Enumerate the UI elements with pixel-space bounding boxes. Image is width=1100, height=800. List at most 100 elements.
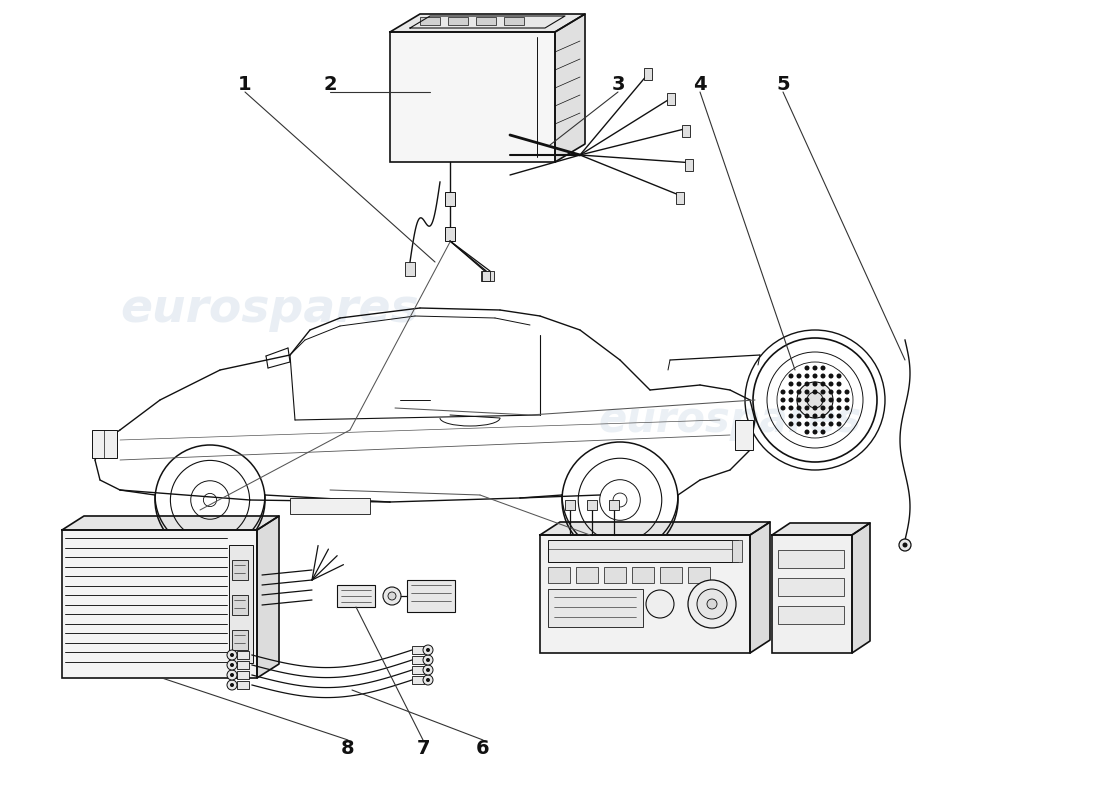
Bar [576, 567, 598, 583]
Circle shape [804, 430, 810, 434]
Text: 2: 2 [323, 74, 337, 94]
Circle shape [836, 390, 842, 394]
Circle shape [426, 668, 430, 672]
Bar [632, 567, 654, 583]
Circle shape [836, 382, 842, 386]
Bar [548, 589, 643, 627]
Circle shape [646, 590, 674, 618]
Circle shape [227, 680, 236, 690]
Circle shape [899, 539, 911, 551]
Bar [92, 430, 117, 458]
Circle shape [227, 670, 236, 680]
Circle shape [821, 374, 825, 378]
Circle shape [845, 398, 849, 402]
Circle shape [697, 589, 727, 619]
Circle shape [821, 366, 825, 370]
Circle shape [796, 414, 802, 418]
Bar [405, 262, 415, 276]
Circle shape [836, 422, 842, 426]
Circle shape [796, 382, 802, 386]
Circle shape [388, 592, 396, 600]
Circle shape [821, 406, 825, 410]
Circle shape [688, 580, 736, 628]
Circle shape [424, 655, 433, 665]
Bar [548, 540, 738, 562]
Bar [232, 595, 248, 615]
Circle shape [821, 414, 825, 418]
Bar [778, 550, 844, 568]
Text: 7: 7 [416, 738, 430, 758]
Bar [504, 17, 524, 25]
Circle shape [813, 366, 817, 370]
Circle shape [781, 398, 785, 402]
Circle shape [796, 422, 802, 426]
Circle shape [798, 382, 833, 418]
Text: 1: 1 [239, 74, 252, 94]
Text: 4: 4 [693, 74, 707, 94]
Circle shape [424, 645, 433, 655]
Circle shape [804, 398, 810, 402]
Bar [685, 158, 693, 170]
Text: 8: 8 [341, 738, 355, 758]
Polygon shape [772, 523, 870, 535]
Text: eurospares: eurospares [598, 399, 861, 441]
Circle shape [789, 374, 793, 378]
Circle shape [845, 406, 849, 410]
Polygon shape [852, 523, 870, 653]
Circle shape [227, 660, 236, 670]
Polygon shape [540, 522, 770, 535]
Circle shape [804, 374, 810, 378]
Circle shape [828, 406, 834, 410]
Circle shape [230, 653, 234, 657]
Circle shape [821, 390, 825, 394]
Bar [735, 420, 754, 450]
Circle shape [796, 398, 802, 402]
Bar [660, 567, 682, 583]
Bar [236, 661, 249, 669]
Bar [778, 578, 844, 596]
Circle shape [813, 390, 817, 394]
Circle shape [789, 406, 793, 410]
Circle shape [828, 390, 834, 394]
Polygon shape [556, 14, 585, 162]
Bar [337, 585, 375, 607]
Bar [420, 17, 440, 25]
Circle shape [781, 406, 785, 410]
Circle shape [902, 542, 908, 547]
Circle shape [813, 374, 817, 378]
Circle shape [426, 648, 430, 652]
Bar [236, 671, 249, 679]
Circle shape [230, 663, 234, 667]
Bar [676, 193, 684, 205]
Circle shape [804, 406, 810, 410]
Circle shape [781, 390, 785, 394]
Bar [412, 666, 424, 674]
Circle shape [804, 390, 810, 394]
Bar [644, 68, 651, 80]
Circle shape [426, 658, 430, 662]
Bar [476, 17, 496, 25]
Circle shape [789, 414, 793, 418]
Circle shape [789, 390, 793, 394]
Circle shape [796, 374, 802, 378]
Circle shape [836, 414, 842, 418]
Circle shape [828, 414, 834, 418]
Polygon shape [62, 516, 279, 530]
Circle shape [426, 678, 430, 682]
Bar [236, 681, 249, 689]
Bar [732, 540, 742, 562]
Circle shape [804, 382, 810, 386]
Circle shape [230, 683, 234, 687]
Text: 3: 3 [612, 74, 625, 94]
Polygon shape [750, 522, 770, 653]
Bar [540, 535, 750, 653]
Bar [232, 560, 248, 580]
Text: eurospares: eurospares [121, 287, 419, 333]
Bar [412, 646, 424, 654]
Bar [232, 630, 248, 650]
Circle shape [789, 398, 793, 402]
Circle shape [796, 406, 802, 410]
Circle shape [796, 390, 802, 394]
Bar [412, 656, 424, 664]
Text: 5: 5 [777, 74, 790, 94]
